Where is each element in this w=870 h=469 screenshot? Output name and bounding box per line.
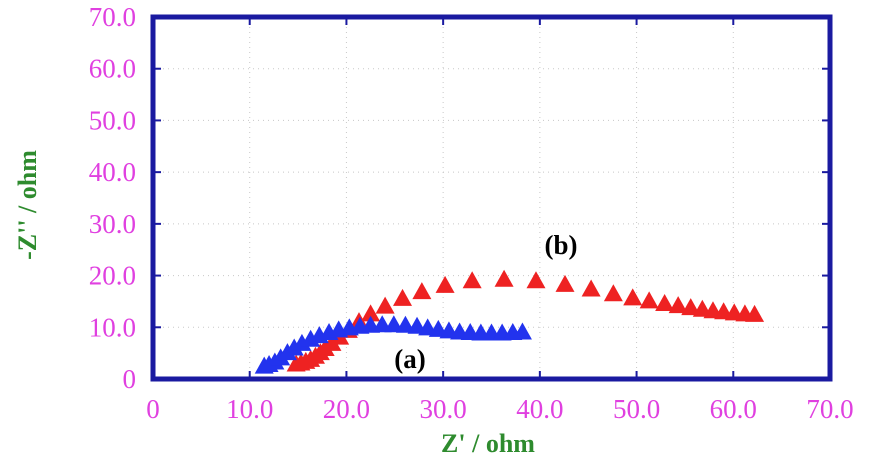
data-point xyxy=(555,274,575,292)
data-point xyxy=(512,322,532,340)
data-point xyxy=(395,315,415,333)
y-tick-label: 0 xyxy=(123,364,137,394)
y-tick-label: 30.0 xyxy=(89,209,136,239)
data-point xyxy=(412,282,432,300)
y-tick-label: 20.0 xyxy=(89,261,136,291)
data-point xyxy=(462,271,482,289)
data-point xyxy=(603,284,623,302)
y-axis-label: -Z'' / ohm xyxy=(13,150,42,260)
x-tick-label: 60.0 xyxy=(710,394,757,424)
series-layer xyxy=(254,269,765,374)
data-point xyxy=(393,288,413,306)
y-tick-label: 40.0 xyxy=(89,157,136,187)
x-tick-label: 30.0 xyxy=(420,394,467,424)
x-tick-label: 0 xyxy=(146,394,160,424)
annotation-b: (b) xyxy=(545,230,578,260)
y-tick-label: 60.0 xyxy=(89,54,136,84)
annotation-a: (a) xyxy=(394,344,425,374)
data-point xyxy=(581,279,601,297)
data-point xyxy=(375,296,395,314)
data-point xyxy=(745,304,765,322)
plot-frame xyxy=(150,14,833,382)
data-point xyxy=(623,288,643,306)
x-tick-label: 70.0 xyxy=(806,394,853,424)
data-point xyxy=(655,294,675,312)
data-point xyxy=(384,315,404,333)
data-point xyxy=(526,271,546,289)
series-a xyxy=(254,315,532,374)
y-tick-label: 50.0 xyxy=(89,105,136,135)
x-tick-label: 20.0 xyxy=(323,394,370,424)
data-point xyxy=(494,269,514,287)
x-tick-label: 50.0 xyxy=(613,394,660,424)
data-point xyxy=(681,298,701,316)
x-axis-ticks: 0 10.0 20.0 30.0 40.0 50.0 60.0 70.0 xyxy=(146,17,854,424)
data-point xyxy=(668,296,688,314)
x-tick-label: 10.0 xyxy=(226,394,273,424)
x-axis-label: Z' / ohm xyxy=(441,429,535,458)
data-point xyxy=(361,304,381,322)
y-tick-label: 10.0 xyxy=(89,312,136,342)
x-tick-label: 40.0 xyxy=(516,394,563,424)
y-axis-ticks: 0 10.0 20.0 30.0 40.0 50.0 60.0 70.0 xyxy=(89,2,830,394)
data-point xyxy=(639,291,659,309)
data-point xyxy=(435,275,455,293)
data-point xyxy=(284,338,304,356)
grid xyxy=(153,17,830,379)
y-tick-label: 70.0 xyxy=(89,2,136,32)
